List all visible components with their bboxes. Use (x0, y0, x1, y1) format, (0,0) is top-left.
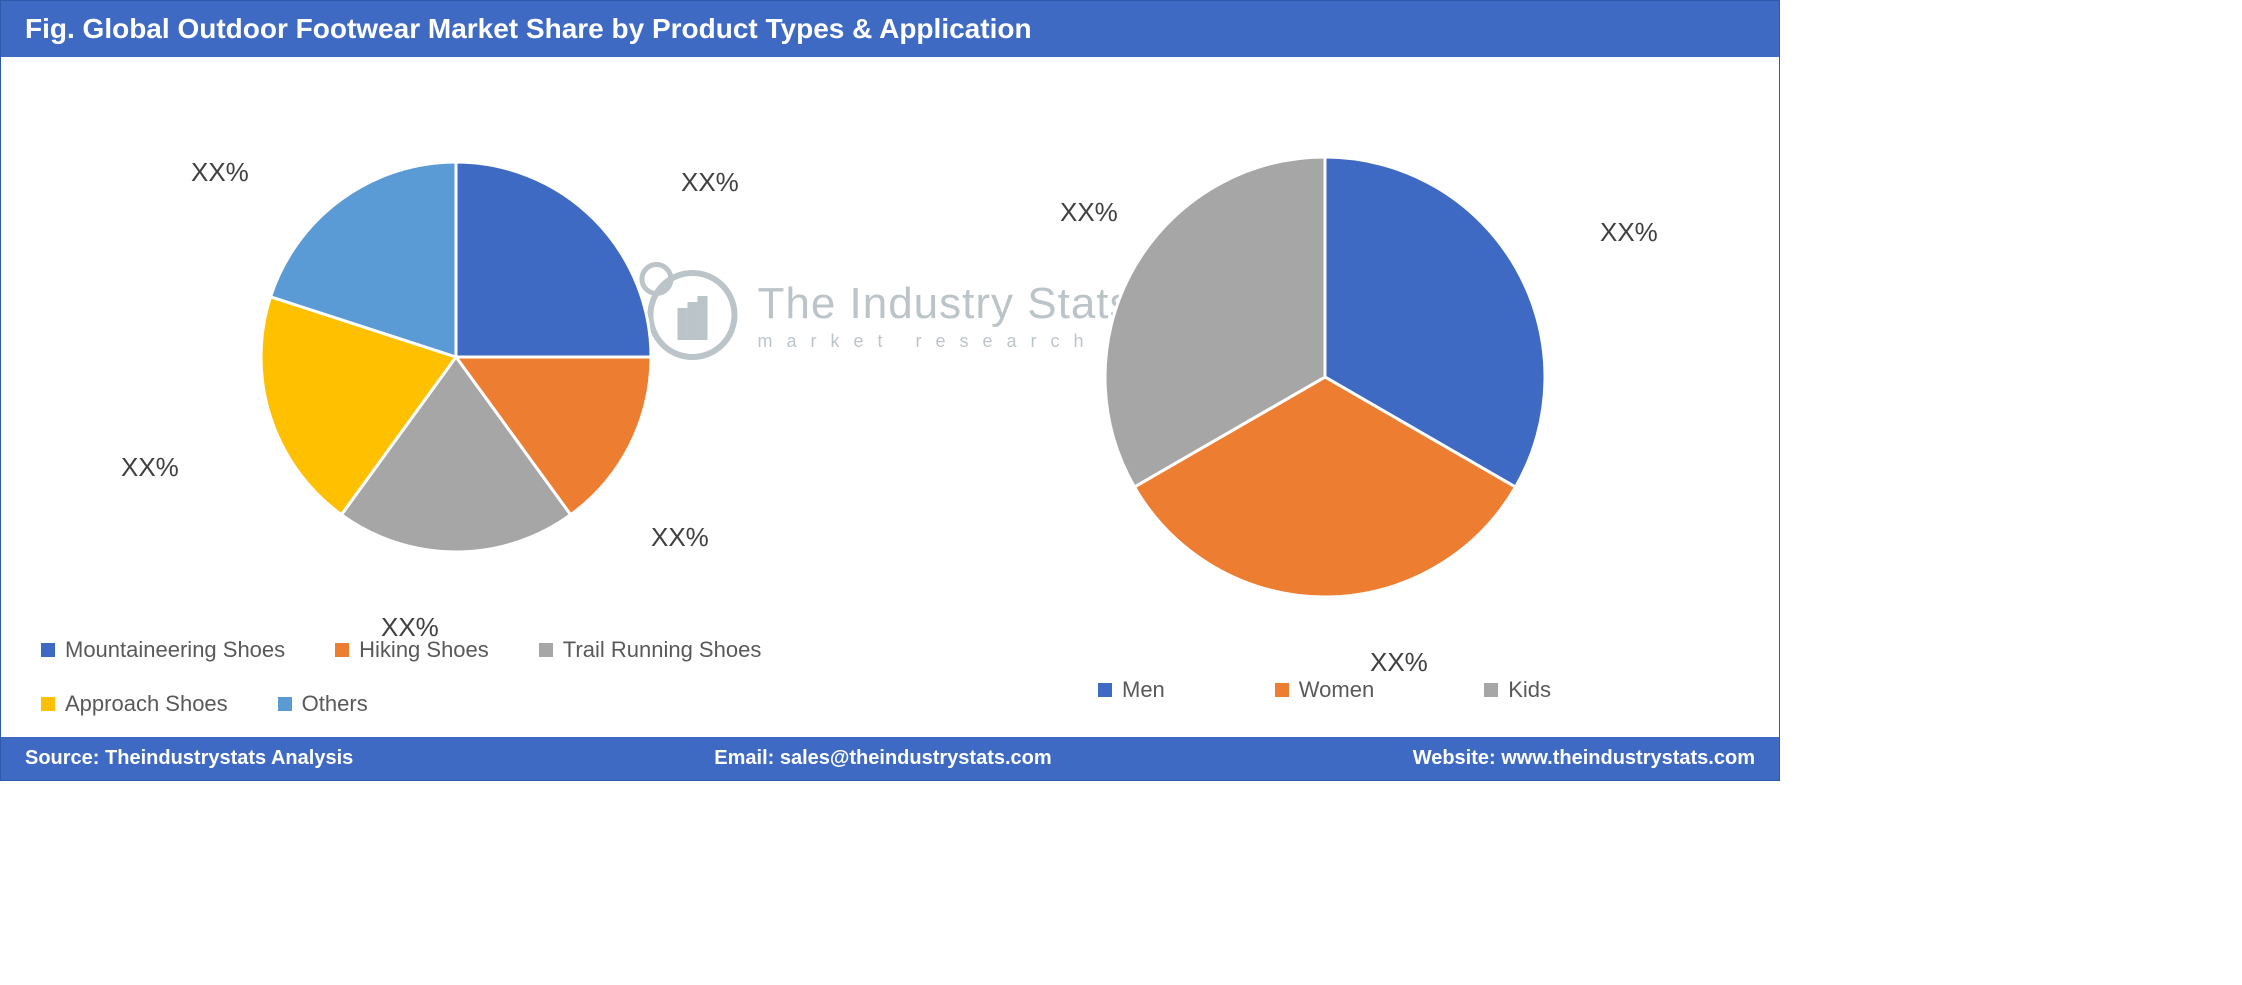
legend-item: Approach Shoes (41, 691, 228, 717)
slice-value-label: XX% (651, 522, 709, 553)
slice-value-label: XX% (681, 167, 739, 198)
slice-value-label: XX% (1370, 647, 1428, 678)
legend-application: Men Women Kids (890, 667, 1759, 737)
legend-product-types: Mountaineering ShoesHiking ShoesTrail Ru… (21, 627, 890, 751)
legend-swatch (1484, 683, 1498, 697)
legend-item: Kids (1484, 677, 1551, 703)
legend-label: Others (302, 691, 368, 717)
right-panel: XX% XX% XX% Men Women Kids (890, 67, 1759, 737)
legend-label: Women (1299, 677, 1374, 703)
right-chart-zone: XX%XX%XX% (890, 67, 1759, 667)
charts-area: The Industry Stats market research XX%XX… (1, 57, 1779, 737)
pie-slice (456, 162, 651, 357)
figure-title: Fig. Global Outdoor Footwear Market Shar… (25, 13, 1032, 44)
legend-label: Men (1122, 677, 1165, 703)
legend-swatch (1275, 683, 1289, 697)
legend-swatch (1098, 683, 1112, 697)
legend-item: Women (1275, 677, 1374, 703)
legend-swatch (278, 697, 292, 711)
slice-value-label: XX% (121, 452, 179, 483)
slice-value-label: XX% (1600, 217, 1658, 248)
legend-item: Mountaineering Shoes (41, 637, 285, 663)
footer-website: Website: www.theindustrystats.com (1413, 747, 1755, 770)
slice-value-label: XX% (381, 612, 439, 643)
slice-value-label: XX% (191, 157, 249, 188)
legend-label: Mountaineering Shoes (65, 637, 285, 663)
legend-item: Others (278, 691, 368, 717)
legend-label: Trail Running Shoes (563, 637, 762, 663)
slice-value-label: XX% (1060, 197, 1118, 228)
legend-swatch (335, 643, 349, 657)
legend-label: Kids (1508, 677, 1551, 703)
legend-swatch (41, 697, 55, 711)
legend-label: Approach Shoes (65, 691, 228, 717)
left-panel: XX%XX%XX%XX%XX% Mountaineering ShoesHiki… (21, 67, 890, 737)
legend-item: Trail Running Shoes (539, 637, 762, 663)
legend-item: Men (1098, 677, 1165, 703)
figure-title-bar: Fig. Global Outdoor Footwear Market Shar… (1, 1, 1779, 57)
figure-container: Fig. Global Outdoor Footwear Market Shar… (0, 0, 1780, 781)
pie-chart-application (895, 77, 1755, 657)
legend-swatch (539, 643, 553, 657)
pie-chart-product-types (56, 67, 856, 627)
left-chart-zone: XX%XX%XX%XX%XX% (21, 67, 890, 627)
legend-swatch (41, 643, 55, 657)
